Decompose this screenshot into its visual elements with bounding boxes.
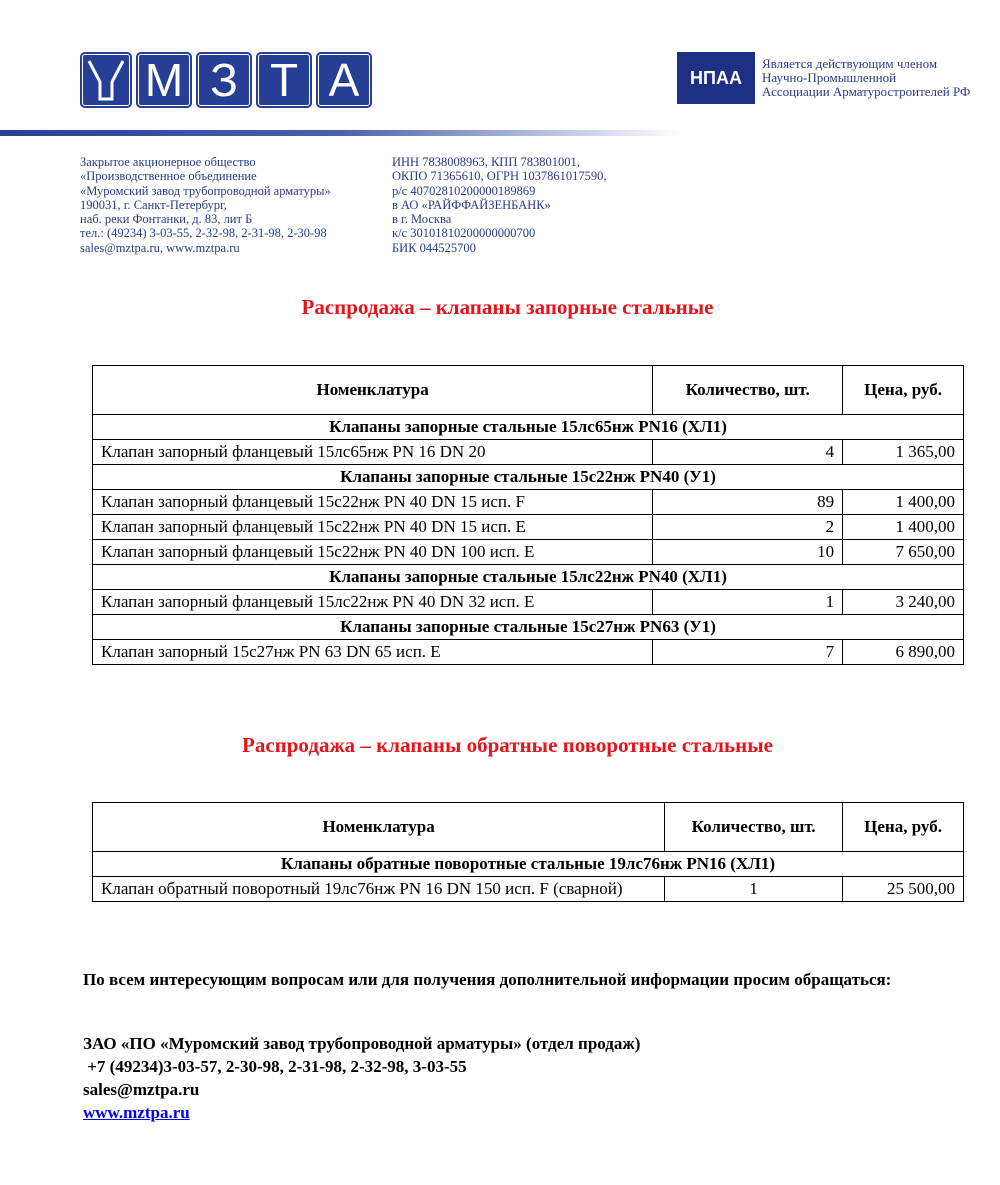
mzta-logo: М З Т А xyxy=(80,52,372,108)
shutoff-valves-table: Номенклатура Количество, шт. Цена, руб. Кла… xyxy=(91,365,964,665)
quantity: 10 xyxy=(652,539,844,565)
column-header: Цена, руб. xyxy=(842,802,964,852)
text-line: Закрытое акционерное общество xyxy=(80,155,256,169)
email: sales@mztpa.ru xyxy=(83,1080,200,1099)
text-line: в АО «РАЙФФАЙЗЕНБАНК» xyxy=(392,197,551,212)
logo-letter: З xyxy=(196,52,252,108)
section-title: Распродажа – клапаны обратные поворотные… xyxy=(242,733,773,757)
phones: +7 (49234)3-03-57, 2-30-98, 2-31-98, 2-3… xyxy=(83,1057,467,1076)
column-header: Цена, руб. xyxy=(842,365,964,415)
table-row: Клапан запорный фланцевый 15с22нж PN 40 … xyxy=(91,539,964,565)
text-line: Является действующим членом xyxy=(762,56,938,71)
text-line: sales@mztpa.ru, www.mztpa.ru xyxy=(80,240,240,255)
npaa-logo: НПАА xyxy=(677,52,755,104)
column-header: Количество, шт. xyxy=(652,365,844,415)
contact-block: ЗАО «ПО «Муромский завод трубопроводной … xyxy=(83,1032,640,1124)
table-row: Клапан запорный фланцевый 15лс65нж PN 16… xyxy=(91,439,964,465)
price: 6 890,00 xyxy=(842,639,964,665)
header-divider xyxy=(0,130,683,136)
text-line: Ассоциации Арматуростроителей РФ xyxy=(762,84,971,99)
text-line: БИК 044525700 xyxy=(392,240,476,255)
check-valves-table: Номенклатура Количество, шт. Цена, руб. Кла… xyxy=(91,802,964,902)
table-row: Клапан запорный фланцевый 15лс22нж PN 40… xyxy=(91,589,964,615)
text-line: 190031, г. Санкт-Петербург, xyxy=(80,197,227,212)
item-name: Клапан запорный фланцевый 15с22нж PN 40 … xyxy=(91,514,654,540)
logo-letter: Т xyxy=(256,52,312,108)
group-row: Клапаны запорные стальные 15с27нж PN63 (… xyxy=(92,614,964,640)
column-header: Номенклатура xyxy=(91,365,654,415)
contact-intro: По всем интересующим вопросам или для по… xyxy=(83,970,892,989)
item-name: Клапан запорный 15с27нж PN 63 DN 65 исп.… xyxy=(91,639,654,665)
quantity: 1 xyxy=(664,876,844,902)
text-line: р/с 40702810200000189869 xyxy=(392,183,536,198)
text-line: ОКПО 71365610, ОГРН 1037861017590, xyxy=(392,169,607,184)
table-row: Клапан запорный фланцевый 15с22нж PN 40 … xyxy=(91,489,964,515)
text-line: наб. реки Фонтанки, д. 83, лит Б xyxy=(80,212,253,227)
website-link[interactable]: www.mztpa.ru xyxy=(83,1103,190,1122)
group-row: Клапаны запорные стальные 15с22нж PN40 (… xyxy=(92,464,964,490)
table-header-row: Номенклатура Количество, шт. Цена, руб. xyxy=(91,365,964,415)
group-name: Клапаны запорные стальные 15с22нж PN40 (… xyxy=(92,464,964,490)
quantity: 1 xyxy=(652,589,844,615)
group-name: Клапаны запорные стальные 15лс65нж PN16 … xyxy=(92,414,964,440)
company-name: ЗАО «ПО «Муромский завод трубопроводной … xyxy=(83,1034,641,1053)
logo-letter: А xyxy=(316,52,372,108)
company-address: Закрытое акционерное общество «Производст… xyxy=(80,155,331,255)
quantity: 7 xyxy=(652,639,844,665)
item-name: Клапан запорный фланцевый 15лс65нж PN 16… xyxy=(91,439,654,465)
bank-details: ИНН 7838008963, КПП 783801001, ОКПО 71365… xyxy=(392,155,607,255)
text-line: «Производственное объединение xyxy=(80,169,257,184)
table-header-row: Номенклатура Количество, шт. Цена, руб. xyxy=(91,802,964,852)
quantity: 2 xyxy=(652,514,844,540)
npaa-membership: Является действующим членом Научно-Промы… xyxy=(762,57,970,99)
item-name: Клапан запорный фланцевый 15лс22нж PN 40… xyxy=(91,589,654,615)
table-row: Клапан запорный 15с27нж PN 63 DN 65 исп.… xyxy=(91,639,964,665)
table-row: Клапан обратный поворотный 19лс76нж PN 1… xyxy=(91,876,964,902)
price: 25 500,00 xyxy=(842,876,964,902)
quantity: 89 xyxy=(652,489,844,515)
price: 3 240,00 xyxy=(842,589,964,615)
group-row: Клапаны обратные поворотные стальные 19л… xyxy=(92,851,964,877)
logo-letter: М xyxy=(136,52,192,108)
item-name: Клапан обратный поворотный 19лс76нж PN 1… xyxy=(91,876,666,902)
group-name: Клапаны запорные стальные 15лс22нж PN40 … xyxy=(92,564,964,590)
table-row: Клапан запорный фланцевый 15с22нж PN 40 … xyxy=(91,514,964,540)
group-name: Клапаны обратные поворотные стальные 19л… xyxy=(92,851,964,877)
price: 1 400,00 xyxy=(842,514,964,540)
item-name: Клапан запорный фланцевый 15с22нж PN 40 … xyxy=(91,539,654,565)
price: 1 400,00 xyxy=(842,489,964,515)
quantity: 4 xyxy=(652,439,844,465)
section-title: Распродажа – клапаны запорные стальные xyxy=(301,295,714,319)
column-header: Количество, шт. xyxy=(664,802,844,852)
group-name: Клапаны запорные стальные 15с27нж PN63 (… xyxy=(92,614,964,640)
price: 7 650,00 xyxy=(842,539,964,565)
text-line: тел.: (49234) 3-03-55, 2-32-98, 2-31-98,… xyxy=(80,226,327,241)
text-line: ИНН 7838008963, КПП 783801001, xyxy=(392,155,580,169)
price: 1 365,00 xyxy=(842,439,964,465)
text-line: Научно-Промышленной xyxy=(762,70,897,85)
valve-symbol-icon xyxy=(80,52,132,108)
text-line: к/с 30101810200000000700 xyxy=(392,226,536,241)
text-line: в г. Москва xyxy=(392,212,452,227)
item-name: Клапан запорный фланцевый 15с22нж PN 40 … xyxy=(91,489,654,515)
group-row: Клапаны запорные стальные 15лс22нж PN40 … xyxy=(92,564,964,590)
text-line: «Муромский завод трубопроводной арматуры… xyxy=(80,183,331,198)
column-header: Номенклатура xyxy=(91,802,666,852)
group-row: Клапаны запорные стальные 15лс65нж PN16 … xyxy=(92,414,964,440)
